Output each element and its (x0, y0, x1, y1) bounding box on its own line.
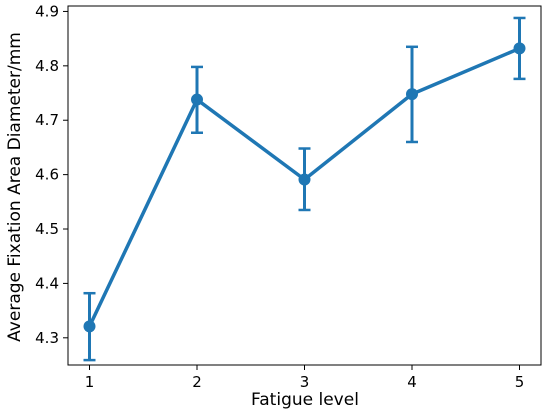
x-tick-label: 3 (300, 373, 310, 391)
x-tick-label: 5 (515, 373, 525, 391)
y-axis-label: Average Fixation Area Diameter/mm (5, 32, 25, 342)
data-points (83, 42, 526, 333)
y-tick-label: 4.3 (35, 329, 59, 347)
x-tick-label: 2 (192, 373, 202, 391)
data-point (513, 42, 526, 55)
data-point (191, 93, 203, 106)
y-tick-label: 4.9 (35, 2, 59, 20)
y-tick-label: 4.5 (35, 220, 59, 238)
y-tick-label: 4.7 (35, 111, 59, 129)
data-point (83, 320, 96, 333)
y-tick-label: 4.4 (35, 274, 59, 292)
error-bars (83, 16, 526, 362)
data-point (298, 173, 311, 186)
ticks: 1 2 3 4 5 4.3 4.4 4.5 4.6 4.7 4.8 4.9 (35, 2, 524, 391)
data-point (406, 88, 418, 101)
y-tick-label: 4.8 (35, 57, 59, 75)
x-tick-label: 1 (85, 373, 95, 391)
x-axis-label: Fatigue level (251, 390, 359, 410)
x-tick-label: 4 (407, 373, 417, 391)
y-tick-label: 4.6 (35, 166, 59, 184)
